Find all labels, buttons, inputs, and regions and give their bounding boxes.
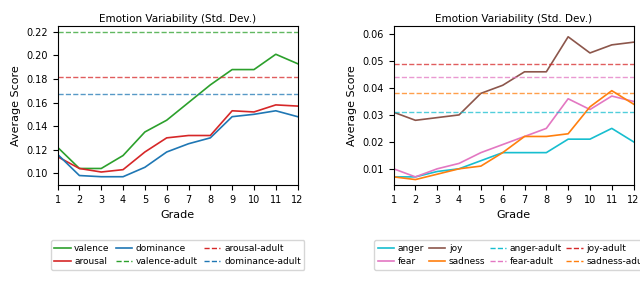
Y-axis label: Average Score: Average Score [11, 65, 20, 146]
X-axis label: Grade: Grade [497, 210, 531, 220]
Y-axis label: Average Score: Average Score [347, 65, 357, 146]
Legend: valence, arousal, dominance, valence-adult, arousal-adult, dominance-adult: valence, arousal, dominance, valence-adu… [51, 240, 305, 270]
Title: Emotion Variability (Std. Dev.): Emotion Variability (Std. Dev.) [99, 14, 256, 24]
Legend: anger, fear, joy, sadness, anger-adult, fear-adult, joy-adult, sadness-adult: anger, fear, joy, sadness, anger-adult, … [374, 240, 640, 270]
Title: Emotion Variability (Std. Dev.): Emotion Variability (Std. Dev.) [435, 14, 592, 24]
X-axis label: Grade: Grade [161, 210, 195, 220]
